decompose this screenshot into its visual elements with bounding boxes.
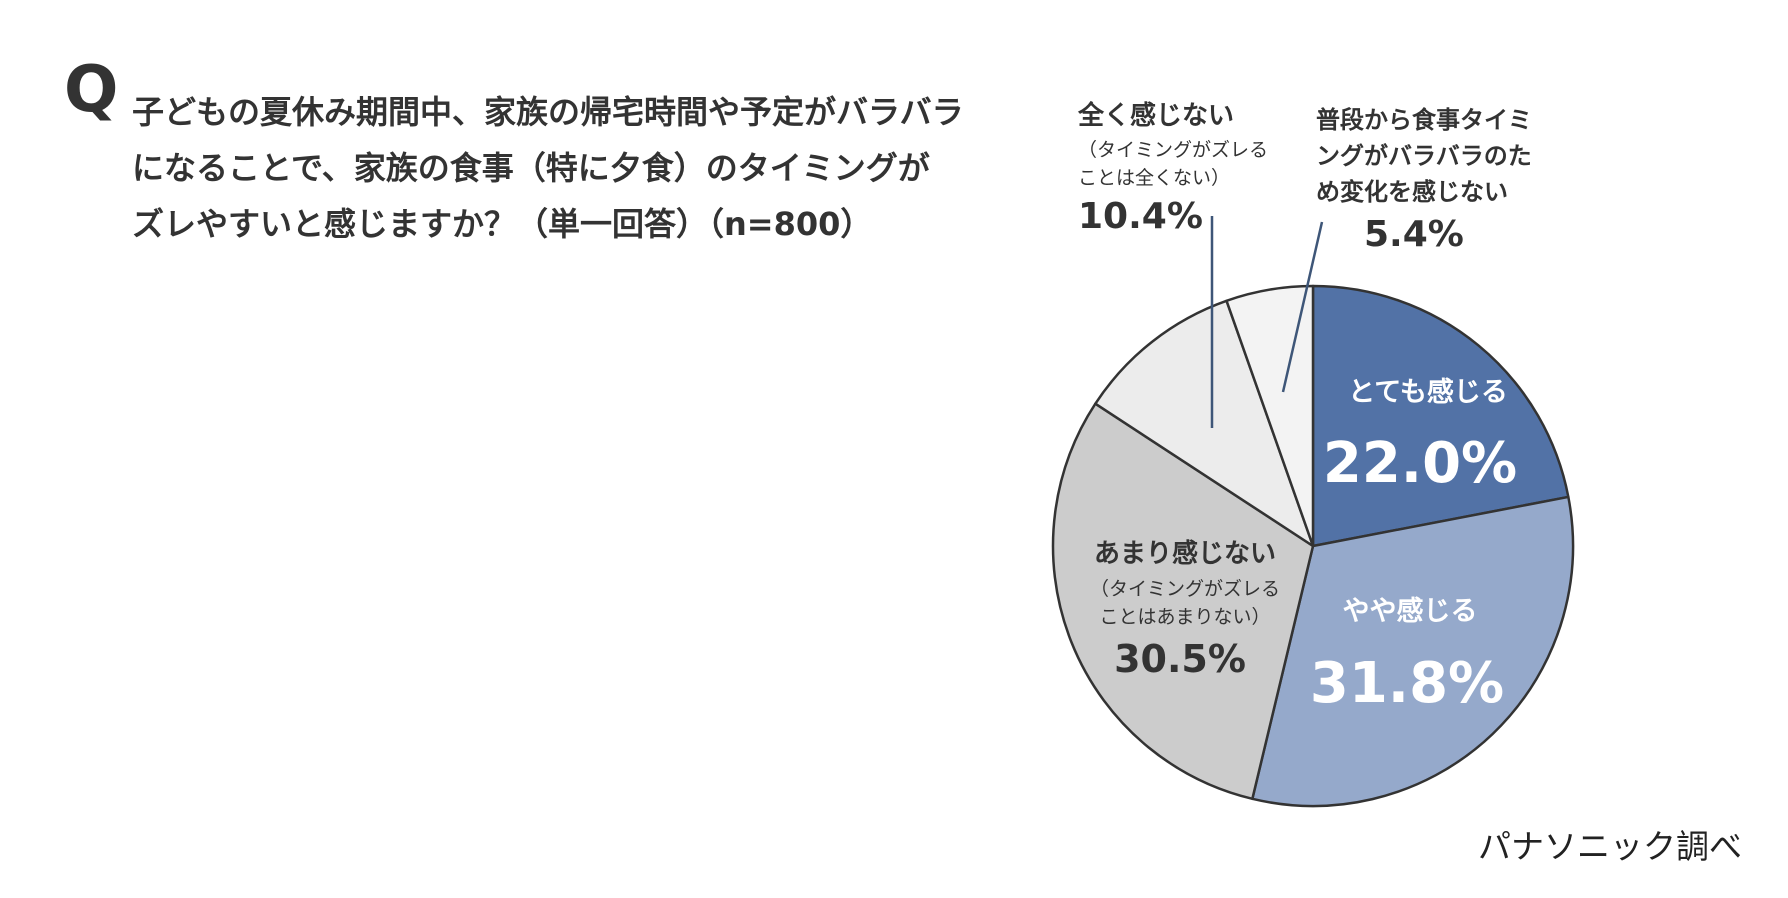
slice-sublabel-notmuch-2: ことはあまりない） (1099, 606, 1270, 628)
slice-sublabel-notmuch-1: （タイミングがズレる (1090, 578, 1280, 600)
question-line-3: ズレやすいと感じますか？（単一回答）（n=800） (132, 205, 873, 243)
pie-slice-none (1094, 299, 1315, 548)
slice-value-none: 10.4% (1078, 196, 1203, 237)
slice-label-some: やや感じる (1343, 595, 1478, 627)
slice-value-some: 31.8% (1310, 651, 1504, 716)
slice-label-varies-1: 普段から食事タイミ (1316, 106, 1532, 134)
pie-slices (1051, 284, 1575, 808)
slice-value-notmuch: 30.5% (1114, 637, 1246, 681)
slice-label-notmuch: あまり感じない (1094, 539, 1276, 569)
question-text: 子どもの夏休み期間中、家族の帰宅時間や予定がバラバラ になることで、家族の食事（… (132, 84, 1032, 252)
question-line-2: になることで、家族の食事（特に夕食）のタイミングが (132, 149, 930, 187)
leader-lines (1210, 216, 1324, 428)
question-line-1: 子どもの夏休み期間中、家族の帰宅時間や予定がバラバラ (132, 93, 964, 131)
source-credit: パナソニック調べ (1478, 827, 1742, 866)
slice-sublabel-none-1: （タイミングがズレる (1078, 139, 1268, 161)
slice-value-strong: 22.0% (1323, 431, 1517, 496)
slice-label-none: 全く感じない (1077, 100, 1234, 131)
question-mark: Q (64, 53, 119, 127)
pie-slice-notmuch (1051, 402, 1315, 801)
pie-slice-strong (1311, 284, 1570, 548)
slice-label-varies-2: ングがバラバラのた (1316, 142, 1532, 170)
slice-label-varies-3: め変化を感じない (1316, 178, 1508, 206)
slice-label-strong: とても感じる (1348, 376, 1508, 408)
pie-slice-some (1251, 495, 1575, 808)
leader-line-varies (1281, 221, 1324, 393)
slice-value-varies: 5.4% (1364, 214, 1464, 255)
slice-sublabel-none-2: ことは全くない） (1078, 167, 1230, 189)
